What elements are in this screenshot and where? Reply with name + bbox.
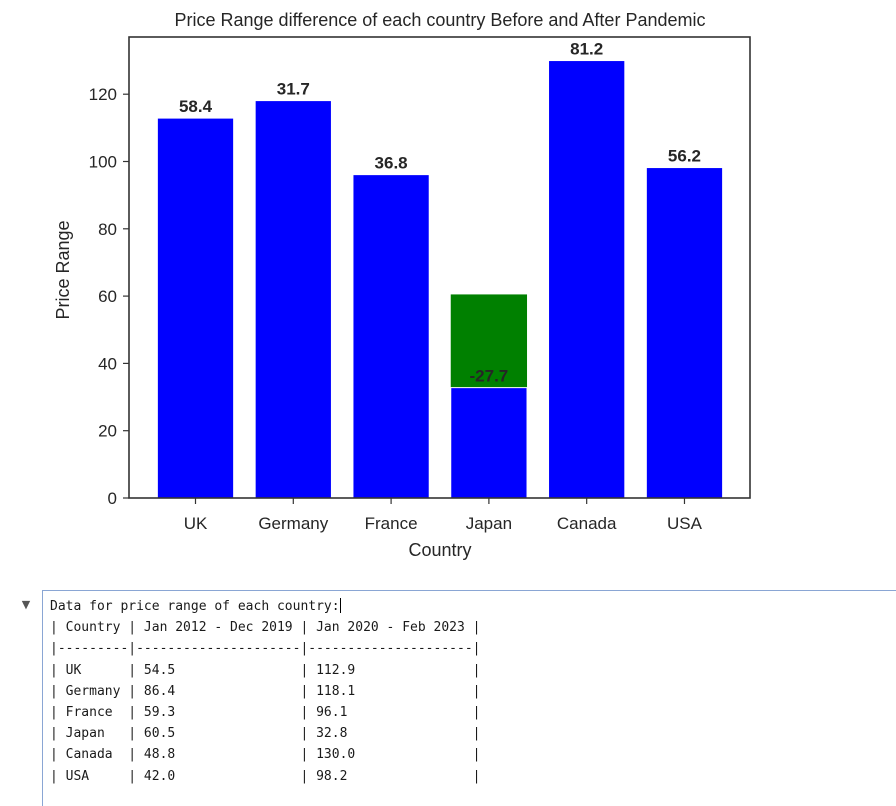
value-label-germany: 31.7 [277,80,310,99]
value-label-france: 36.8 [375,154,408,173]
x-tick-label-uk: UK [184,514,208,533]
bar-after-canada [548,60,626,499]
bar-after-france [352,174,430,499]
table-row: | France | 59.3 | 96.1 | [50,705,481,721]
plot-frame [128,36,751,499]
table-separator: |---------|---------------------|-------… [50,641,481,657]
notebook-output-cell: Data for price range of each country: | … [42,590,896,806]
value-label-canada: 81.2 [570,40,603,59]
y-axis-label: Price Range [53,220,73,319]
y-tick-label: 100 [89,153,117,172]
chart-title: Price Range difference of each country B… [175,10,706,30]
collapse-output-icon[interactable]: ▼ [21,598,31,611]
x-tick-label-germany: Germany [258,514,328,533]
value-labels-group: 58.4 31.7 36.8 -27.7 81.2 56.2 [179,40,701,386]
table-row: | Germany | 86.4 | 118.1 | [50,683,481,699]
y-axis: 0 20 40 60 80 100 120 [89,85,129,508]
bars-group [156,60,724,499]
x-tick-label-japan: Japan [466,514,512,533]
y-tick-label: 0 [108,489,117,508]
bar-after-usa [645,167,724,499]
output-header: Data for price range of each country: [50,599,340,614]
y-tick-label: 40 [98,354,117,373]
y-tick-label: 60 [98,287,117,306]
chart-svg: Price Range difference of each country B… [53,10,751,560]
output-text: Data for price range of each country: | … [50,596,480,787]
x-tick-label-usa: USA [667,514,703,533]
table-row: | UK | 54.5 | 112.9 | [50,662,481,678]
value-label-usa: 56.2 [668,147,701,166]
x-axis-label: Country [408,540,471,560]
x-tick-label-france: France [365,514,418,533]
x-axis: UK Germany France Japan Canada USA [184,498,703,533]
bar-after-japan [450,387,528,499]
bar-chart: Price Range difference of each country B… [53,10,751,560]
table-header: | Country | Jan 2012 - Dec 2019 | Jan 20… [50,620,481,636]
y-tick-label: 120 [89,85,117,104]
table-row: | Canada | 48.8 | 130.0 | [50,747,481,763]
table-row: | Japan | 60.5 | 32.8 | [50,726,481,742]
value-label-japan: -27.7 [470,367,509,386]
y-tick-label: 20 [98,422,117,441]
y-tick-label: 80 [98,220,117,239]
text-caret [339,598,341,613]
table-row: | USA | 42.0 | 98.2 | [50,768,481,784]
value-label-uk: 58.4 [179,97,213,116]
bar-after-uk [156,117,235,499]
x-tick-label-canada: Canada [557,514,617,533]
bar-after-germany [254,100,332,499]
